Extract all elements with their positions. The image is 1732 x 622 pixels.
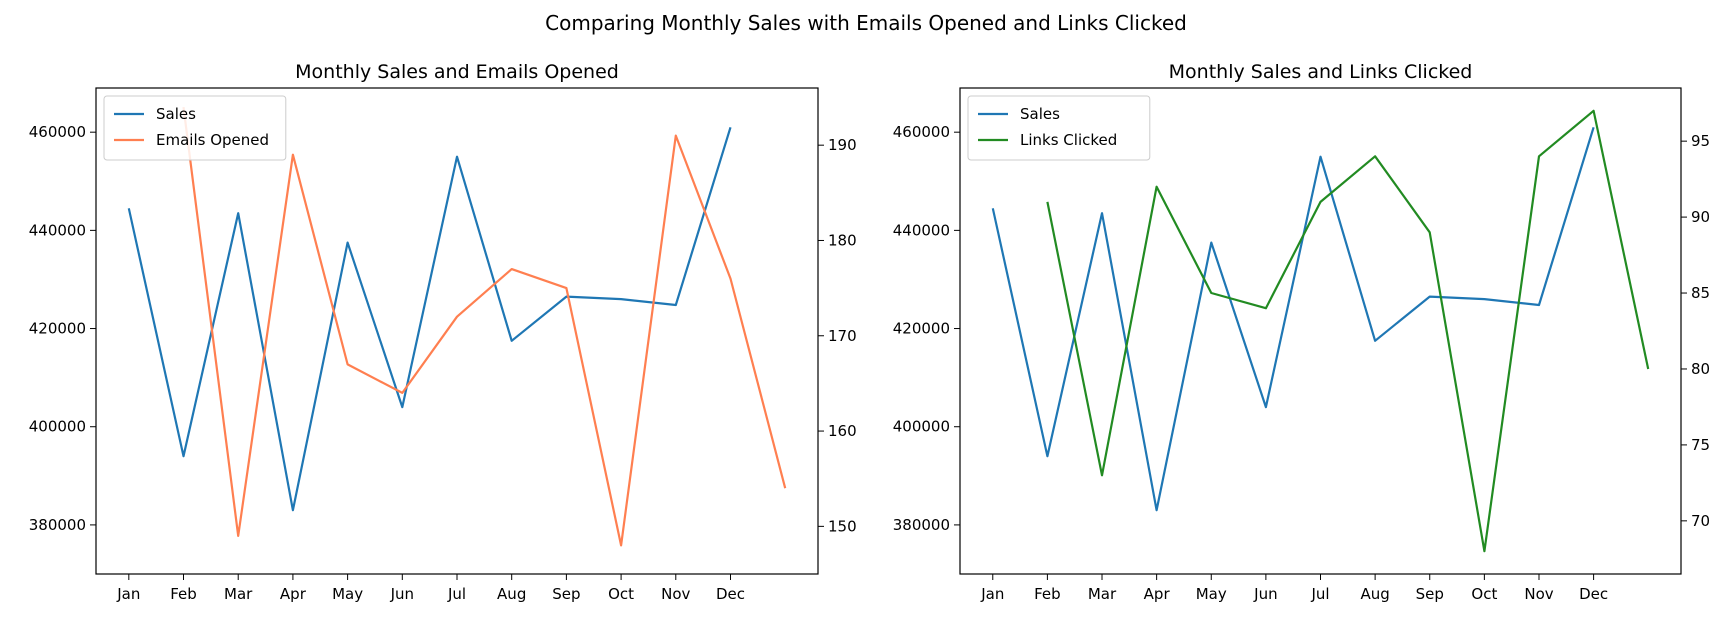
y-left-tick-label: 380000 <box>29 516 86 534</box>
legend: Sales Emails Opened <box>103 95 287 161</box>
figure-title: Comparing Monthly Sales with Emails Open… <box>545 11 1187 35</box>
series-line-sales <box>127 126 732 512</box>
x-tick-label: Dec <box>1579 585 1608 603</box>
y-left-tick-label: 440000 <box>893 221 950 239</box>
x-tick-label: Oct <box>608 585 634 603</box>
legend: Sales Links Clicked <box>967 95 1151 161</box>
x-tick-label: Feb <box>170 585 197 603</box>
panel-title: Monthly Sales and Links Clicked <box>1169 61 1473 83</box>
chart-emails-opened: Monthly Sales and Emails Opened Jan Feb Mar… <box>29 61 857 603</box>
x-tick-label: Mar <box>224 585 253 603</box>
y-left-tick-label: 380000 <box>893 516 950 534</box>
x-tick-label: Jun <box>1253 585 1277 603</box>
series-line-links-clicked <box>1046 109 1650 553</box>
x-tick-label: Dec <box>716 585 745 603</box>
y-right-tick-label: 160 <box>828 422 857 440</box>
legend-box <box>103 95 287 161</box>
x-tick-label: Nov <box>1524 585 1553 603</box>
y-left-tick-label: 460000 <box>29 123 86 141</box>
x-tick-label: Apr <box>280 585 307 603</box>
panel-title: Monthly Sales and Emails Opened <box>295 61 619 83</box>
series-line-sales <box>991 126 1595 512</box>
y-right-tick-label: 170 <box>828 327 857 345</box>
x-tick-label: May <box>332 585 363 603</box>
x-tick-label: Jan <box>980 585 1004 603</box>
x-tick-label: Jul <box>1310 585 1329 603</box>
x-tick-label: Apr <box>1144 585 1171 603</box>
y-right-tick-label: 80 <box>1691 360 1710 378</box>
y-right-tick-label: 190 <box>828 136 857 154</box>
y-left-tick-label: 440000 <box>29 221 86 239</box>
y-right-tick-label: 180 <box>828 231 857 249</box>
legend-box <box>967 95 1151 161</box>
legend-label-emails-opened: Emails Opened <box>156 131 269 149</box>
chart-links-clicked: Monthly Sales and Links Clicked Jan Feb Mar… <box>893 61 1710 603</box>
x-tick-label: Sep <box>1416 585 1444 603</box>
x-tick-label: Sep <box>552 585 580 603</box>
y-left-tick-label: 420000 <box>893 320 950 338</box>
y-right-tick-label: 75 <box>1691 436 1710 454</box>
y-left-tick-label: 460000 <box>893 123 950 141</box>
x-tick-label: Aug <box>1360 585 1389 603</box>
legend-label-sales: Sales <box>156 105 196 123</box>
x-tick-label: Oct <box>1471 585 1497 603</box>
y-left-tick-label: 400000 <box>893 418 950 436</box>
y-right-tick-label: 85 <box>1691 284 1710 302</box>
x-tick-label: Jan <box>116 585 140 603</box>
x-tick-label: May <box>1196 585 1227 603</box>
x-tick-label: Feb <box>1034 585 1061 603</box>
x-tick-label: Jun <box>390 585 414 603</box>
y-left-tick-label: 400000 <box>29 418 86 436</box>
y-right-tick-label: 90 <box>1691 208 1710 226</box>
x-tick-label: Jul <box>447 585 466 603</box>
series-line-emails-opened <box>182 106 787 547</box>
y-right-tick-label: 150 <box>828 517 857 535</box>
legend-label-links-clicked: Links Clicked <box>1020 131 1117 149</box>
y-right-tick-label: 95 <box>1691 132 1710 150</box>
x-tick-label: Nov <box>661 585 690 603</box>
y-left-tick-label: 420000 <box>29 320 86 338</box>
legend-label-sales: Sales <box>1020 105 1060 123</box>
x-tick-label: Aug <box>497 585 526 603</box>
y-right-tick-label: 70 <box>1691 512 1710 530</box>
x-tick-label: Mar <box>1088 585 1117 603</box>
